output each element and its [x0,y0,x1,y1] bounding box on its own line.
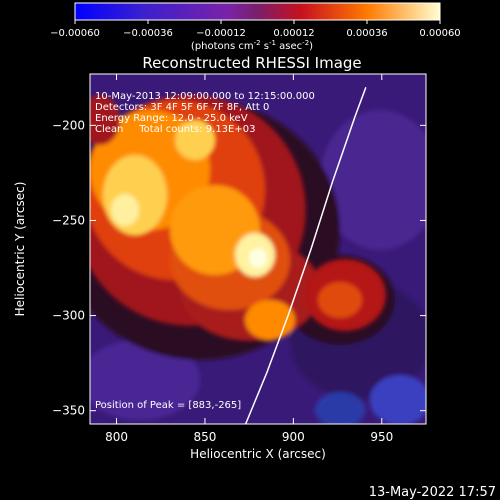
y-tick-label: −350 [52,404,85,418]
heatmap [90,74,426,424]
annotation-clean-counts: Clean Total counts: 9.13E+03 [95,124,255,135]
colorbar-gradient [74,2,441,21]
x-axis-ticks: 800 850 900 950 [105,74,393,444]
y-tick-label: −250 [52,213,85,227]
colorbar-tick-label: −0.00036 [123,28,173,39]
annotation-peak-position: Position of Peak = [883,-265] [95,400,241,411]
x-tick-label: 800 [105,430,128,444]
y-tick-label: −300 [52,309,85,323]
colorbar-tick-label: 0.00060 [419,28,460,39]
colorbar: −0.00060 −0.00036 −0.00012 0.00012 0.00036 0.… [50,2,461,52]
y-axis-label: Heliocentric Y (arcsec) [13,182,27,317]
y-tick-label: −200 [52,118,85,132]
colorbar-ticks: −0.00060 −0.00036 −0.00012 0.00012 0.00036 0.… [50,20,461,39]
heatmap-blobs [90,95,426,424]
plot-frame [89,73,427,425]
solar-limb-line [244,87,367,424]
x-tick-label: 850 [193,430,216,444]
colorbar-tick-label: −0.00060 [50,28,100,39]
annotation-time-range: 10-May-2013 12:09:00.000 to 12:15:00.000 [95,91,315,102]
colorbar-unit: (photons cm-2 s-1 asec-2) [191,39,313,52]
x-axis-label: Heliocentric X (arcsec) [190,447,326,461]
annotation-detectors: Detectors: 3F 4F 5F 6F 7F 8F, Att 0 [95,102,269,113]
y-axis-ticks: −200 −250 −300 −350 [52,118,426,418]
colorbar-tick-label: 0.00012 [273,28,314,39]
colorbar-tick-label: −0.00012 [196,28,246,39]
footer-timestamp: 13-May-2022 17:57 [369,485,496,500]
chart-title: Reconstructed RHESSI Image [142,54,361,72]
colorbar-tick-label: 0.00036 [346,28,387,39]
annotations: 10-May-2013 12:09:00.000 to 12:15:00.000… [95,91,315,411]
annotation-energy-range: Energy Range: 12.0 - 25.0 keV [95,113,248,124]
x-tick-label: 900 [282,430,305,444]
x-tick-label: 950 [370,430,393,444]
